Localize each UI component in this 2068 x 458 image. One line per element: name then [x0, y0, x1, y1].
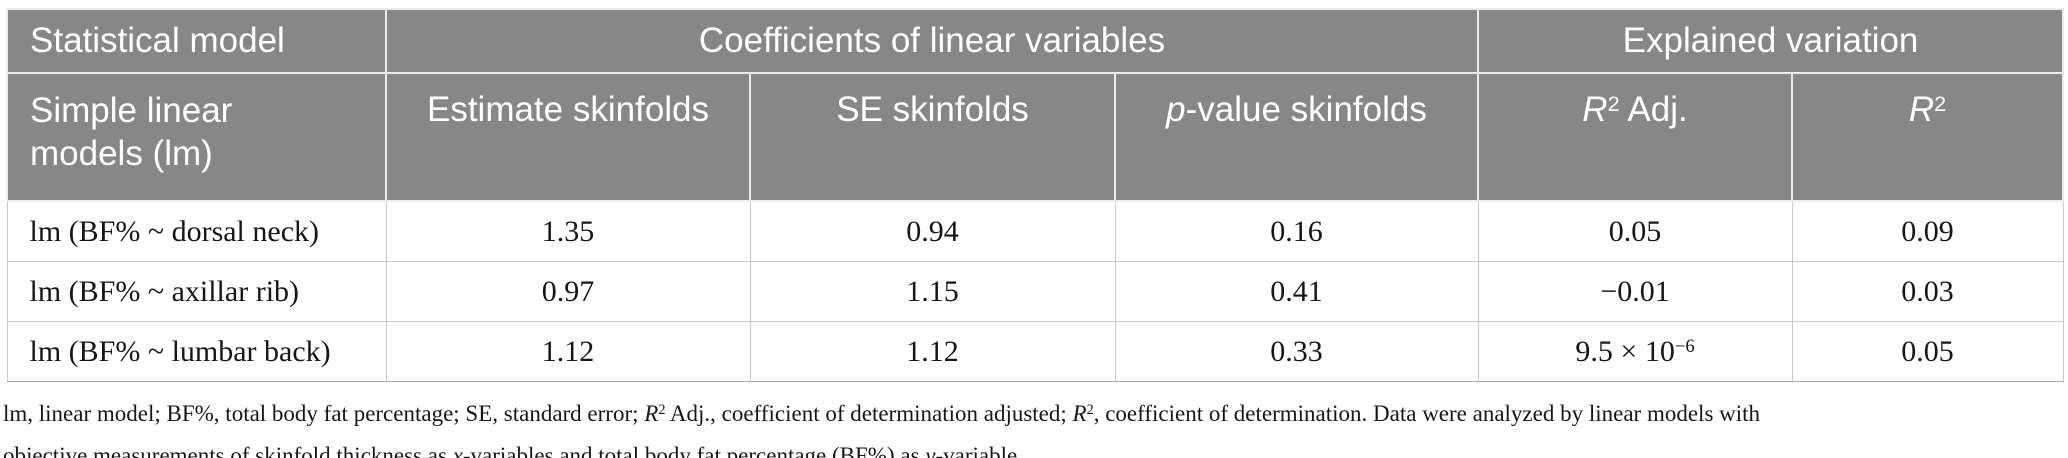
- cell-p-value: 0.41: [1114, 261, 1479, 322]
- cell-estimate: 1.35: [385, 200, 751, 262]
- header-simple-linear-models-label: Simple linear models (lm): [30, 91, 233, 173]
- cell-r2-adj: 9.5 × 10−6: [1477, 321, 1793, 382]
- cell-p-value: 0.16: [1114, 200, 1479, 262]
- statistical-results-table: Statistical model Coefficients of linear…: [6, 8, 2065, 382]
- r2-letter: R: [644, 401, 659, 426]
- cell-r2: 0.09: [1791, 200, 2064, 262]
- header-columns-row: Simple linear models (lm) Estimate skinf…: [6, 72, 2065, 202]
- header-statistical-model: Statistical model: [6, 8, 387, 74]
- footnote-line-1: lm, linear model; BF%, total body fat pe…: [3, 393, 2064, 435]
- r2-superscript: 2: [658, 402, 666, 419]
- r2-letter: R: [1908, 90, 1935, 129]
- footnote-text: , coefficient of determination. Data wer…: [1093, 401, 1761, 426]
- table-row-dorsal-neck: lm (BF% ~ dorsal neck) 1.35 0.94 0.16 0.…: [6, 200, 2064, 262]
- r2-adj-exponent: −6: [1674, 335, 1695, 357]
- table-header: Statistical model Coefficients of linear…: [6, 8, 2065, 202]
- cell-model: lm (BF% ~ dorsal neck): [6, 200, 387, 262]
- header-group-row: Statistical model Coefficients of linear…: [6, 8, 2065, 74]
- r2-superscript: 2: [1086, 402, 1094, 419]
- footnote-text: Adj., coefficient of determination adjus…: [665, 401, 1073, 426]
- cell-p-value: 0.33: [1114, 321, 1479, 382]
- cell-se: 0.94: [749, 200, 1116, 262]
- r2-adj-rest: Adj.: [1619, 90, 1688, 129]
- header-r2: R2: [1791, 72, 2065, 202]
- cell-estimate: 1.12: [385, 321, 751, 382]
- footnote-line-2: objective measurements of skinfold thick…: [3, 435, 2064, 458]
- cell-model: lm (BF% ~ axillar rib): [6, 261, 387, 322]
- table-body: lm (BF% ~ dorsal neck) 1.35 0.94 0.16 0.…: [6, 200, 2064, 382]
- header-group-coefficients: Coefficients of linear variables: [384, 8, 1480, 74]
- header-estimate-skinfolds: Estimate skinfolds: [385, 72, 751, 202]
- cell-r2: 0.05: [1791, 321, 2064, 382]
- header-simple-linear-models: Simple linear models (lm): [6, 72, 387, 202]
- x-variable-italic: x: [452, 443, 463, 458]
- footnote-text: -variable.: [935, 443, 1023, 458]
- cell-se: 1.12: [749, 321, 1116, 382]
- header-r2-adj: R2 Adj.: [1477, 72, 1794, 202]
- footnote-text: lm, linear model; BF%, total body fat pe…: [3, 401, 645, 426]
- cell-r2-adj: 0.05: [1477, 200, 1793, 262]
- header-group-explained-variation: Explained variation: [1477, 8, 2065, 74]
- r2-adj-value: 0.05: [1608, 214, 1662, 248]
- y-variable-italic: y: [925, 443, 936, 458]
- footnote-text: -variables and total body fat percentage…: [462, 443, 926, 458]
- footnote: lm, linear model; BF%, total body fat pe…: [3, 393, 2064, 458]
- cell-model: lm (BF% ~ lumbar back): [6, 321, 387, 382]
- table-row-axillar-rib: lm (BF% ~ axillar rib) 0.97 1.15 0.41 −0…: [6, 261, 2064, 322]
- cell-se: 1.15: [749, 261, 1116, 322]
- r2-superscript: 2: [1934, 90, 1947, 116]
- r2-adj-value: −0.01: [1600, 274, 1670, 308]
- cell-estimate: 0.97: [385, 261, 751, 322]
- header-p-value-skinfolds: p-value skinfolds: [1113, 72, 1480, 202]
- footnote-text: objective measurements of skinfold thick…: [3, 443, 453, 458]
- table-row-lumbar-back: lm (BF% ~ lumbar back) 1.12 1.12 0.33 9.…: [6, 321, 2064, 382]
- p-italic: p: [1166, 90, 1186, 129]
- r2-letter: R: [1582, 90, 1608, 129]
- cell-r2: 0.03: [1791, 261, 2064, 322]
- p-value-rest: -value skinfolds: [1185, 90, 1427, 129]
- r2-superscript: 2: [1607, 90, 1620, 116]
- header-se-skinfolds: SE skinfolds: [749, 72, 1116, 202]
- r2-adj-value: 9.5 × 10: [1575, 334, 1675, 368]
- cell-r2-adj: −0.01: [1477, 261, 1793, 322]
- r2-letter: R: [1072, 401, 1087, 426]
